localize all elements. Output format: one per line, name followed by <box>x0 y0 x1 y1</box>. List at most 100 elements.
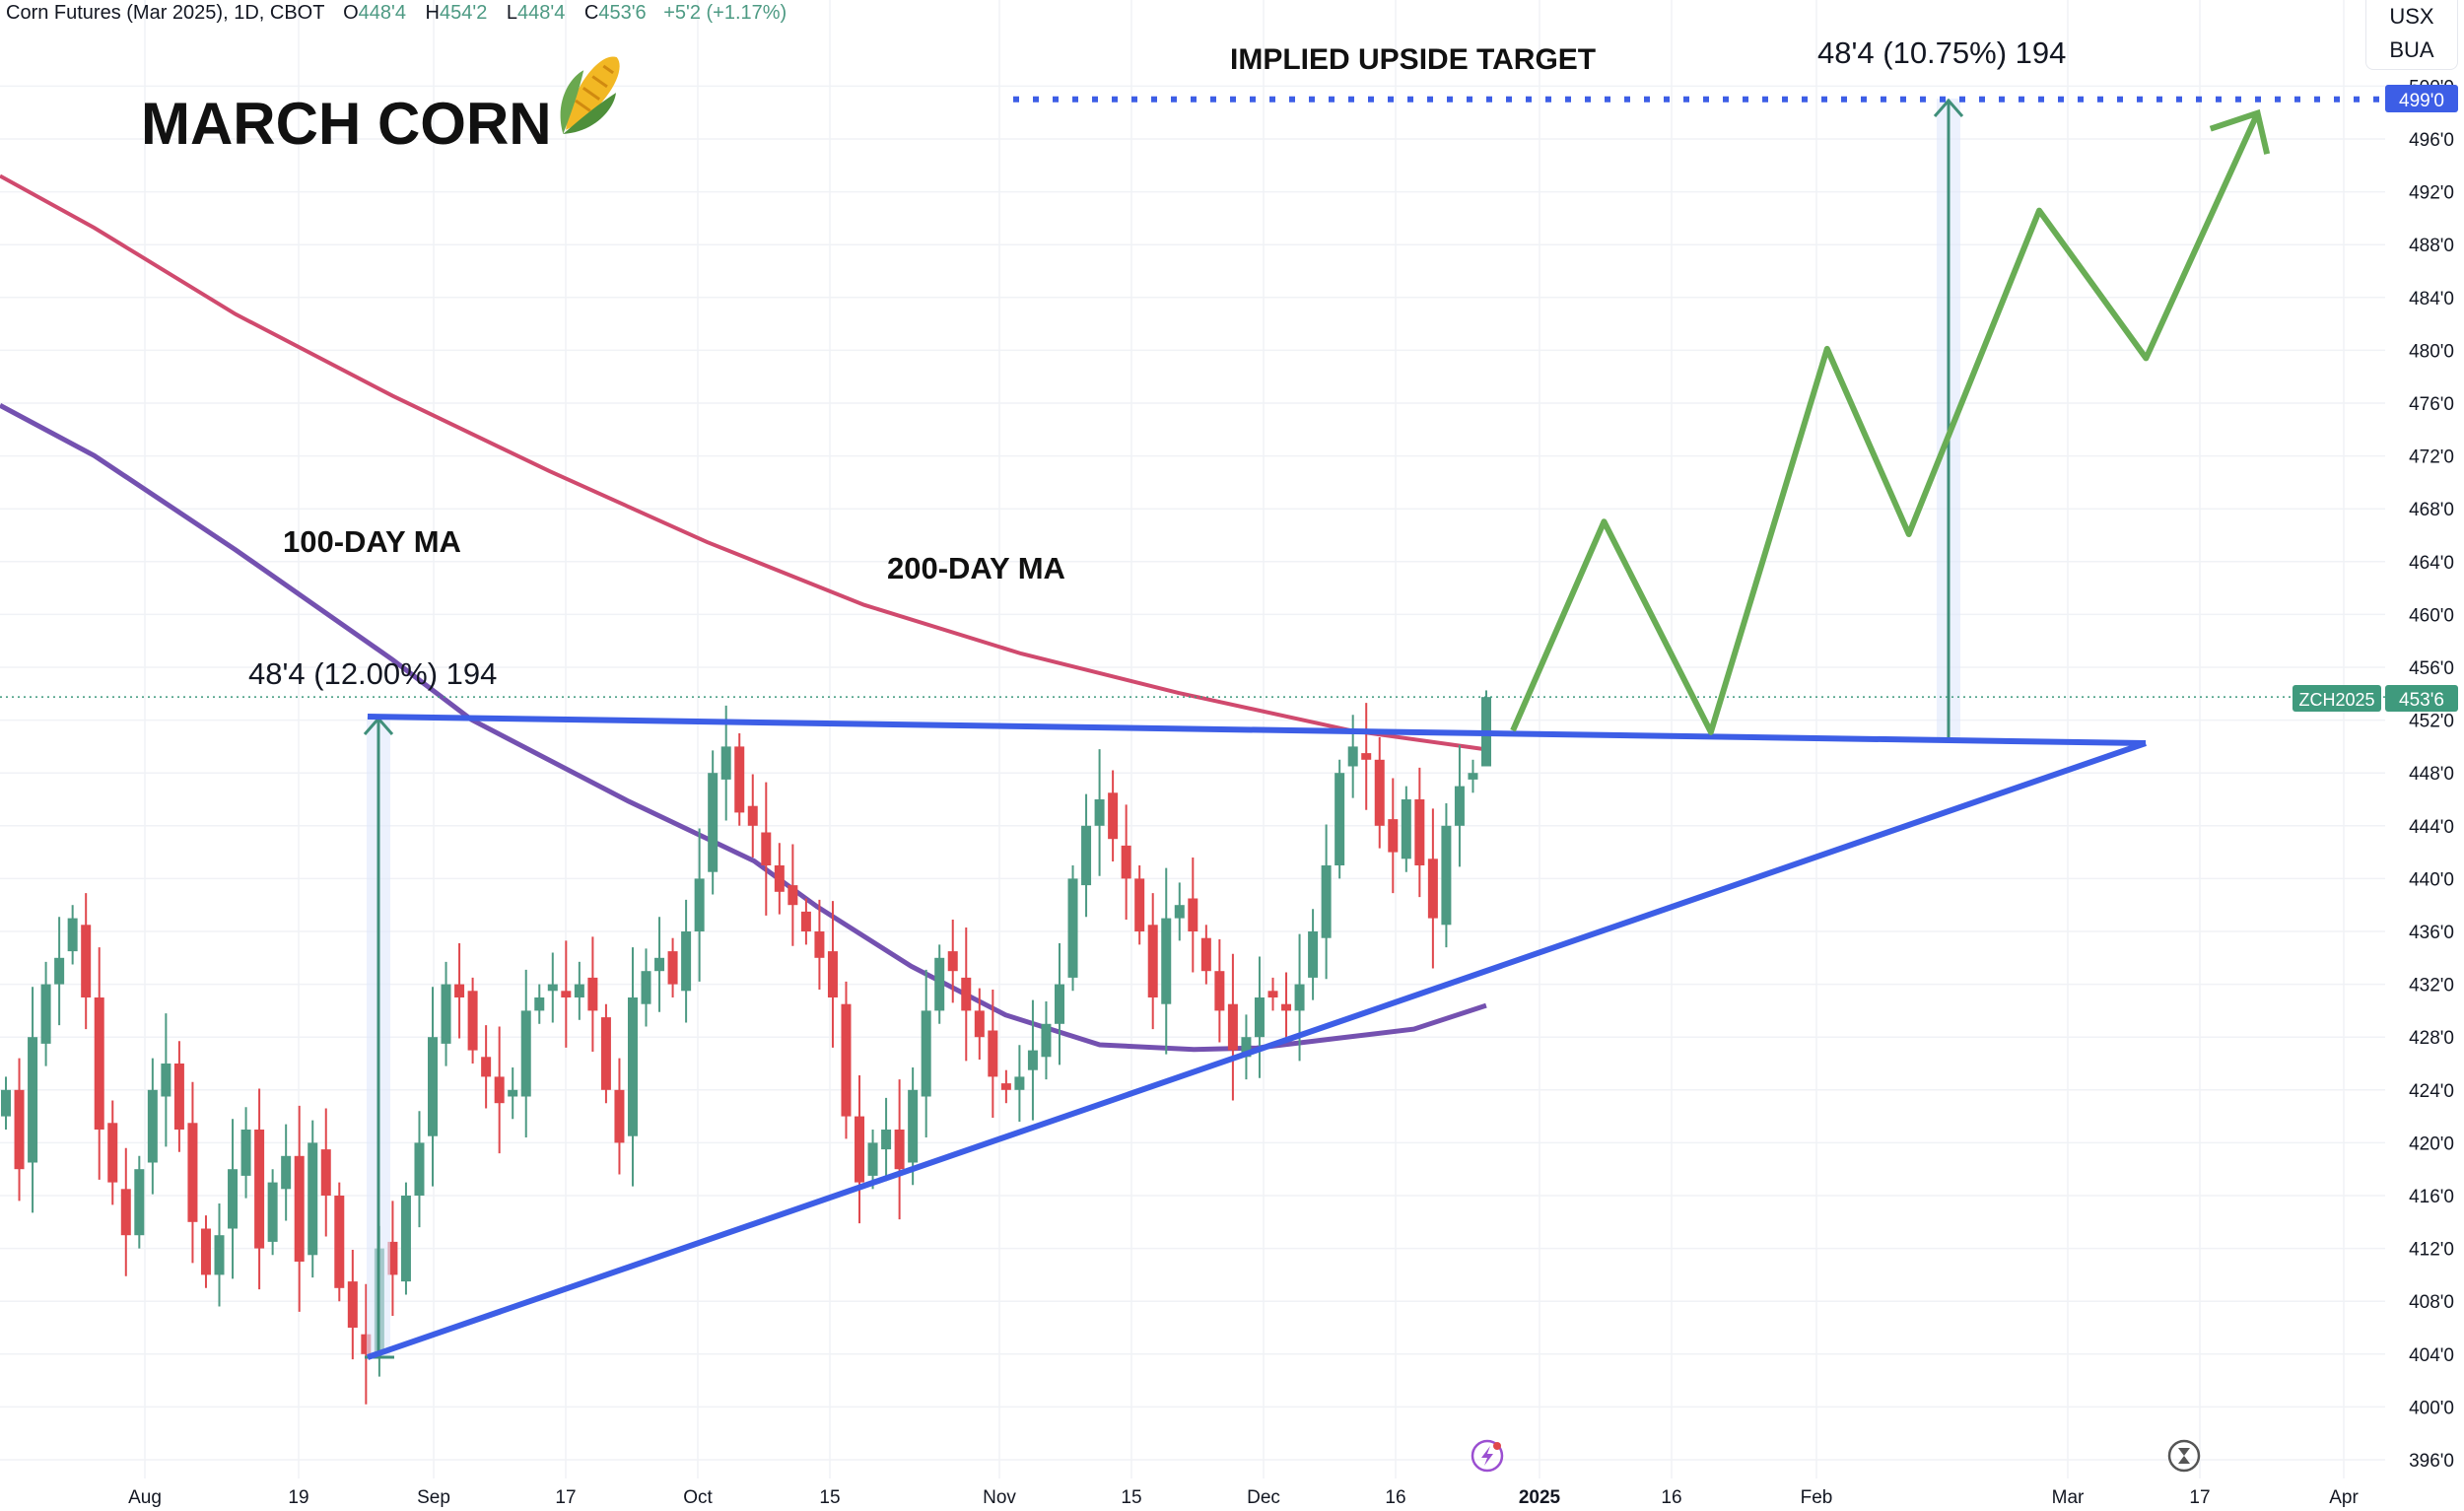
price-tick-label: 452'0 <box>2409 712 2454 732</box>
date-tick-label: 16 <box>1661 1487 1681 1508</box>
candle-body <box>1441 825 1452 926</box>
candle-body <box>894 1130 905 1170</box>
date-tick-label: 2025 <box>1519 1487 1561 1508</box>
candle-body <box>134 1169 145 1236</box>
candle-body <box>320 1149 331 1196</box>
base-measure-label: 48'4 (12.00%) 194 <box>248 656 497 691</box>
candle-body <box>961 977 972 1011</box>
candle-body <box>761 832 772 865</box>
ma200-label: 200-DAY MA <box>887 551 1065 585</box>
date-tick-label: 17 <box>555 1487 576 1508</box>
candle-body <box>254 1130 265 1249</box>
candle-body <box>720 746 731 780</box>
high-label: H <box>425 2 440 24</box>
candle-body <box>614 1089 625 1143</box>
price-tick-label: 408'0 <box>2409 1292 2454 1313</box>
candle-body <box>40 984 51 1044</box>
candle-body <box>867 1142 878 1176</box>
time-axis[interactable]: Aug 19 Sep 17 Oct 15 Nov 15 Dec 16 2025 16 Feb Mar 17 A… <box>128 1487 2359 1508</box>
candle-body <box>520 1010 531 1097</box>
candle-body <box>1401 799 1411 859</box>
candle-body <box>1200 937 1211 972</box>
candle-body <box>67 918 78 952</box>
price-tick-label: 460'0 <box>2409 605 2454 626</box>
price-tick-label: 492'0 <box>2409 183 2454 204</box>
candle-body <box>734 746 745 813</box>
price-tick-label: 440'0 <box>2409 869 2454 890</box>
replay-hourglass-icon[interactable] <box>2167 1439 2201 1473</box>
candle-body <box>414 1142 425 1196</box>
candle-body <box>1121 845 1131 879</box>
date-tick-label: Feb <box>1801 1487 1833 1508</box>
candle-body <box>600 1017 611 1090</box>
candle-body <box>508 1089 518 1097</box>
ma100-line <box>0 403 1487 1053</box>
candle-body <box>534 997 545 1011</box>
symbol-title[interactable]: Corn Futures (Mar 2025), 1D, CBOT <box>6 2 325 24</box>
candle-body <box>334 1196 345 1288</box>
date-tick-label: Sep <box>417 1487 450 1508</box>
candle-body <box>1214 971 1225 1011</box>
date-tick-label: Apr <box>2329 1487 2359 1508</box>
implied-target-label: IMPLIED UPSIDE TARGET <box>1230 43 1596 76</box>
resistance-trendline <box>367 714 2147 746</box>
ma100-label: 100-DAY MA <box>283 524 461 559</box>
projection-path <box>1510 111 2261 735</box>
candle-body <box>54 957 65 985</box>
candle-body <box>214 1235 225 1275</box>
price-axis[interactable]: 500'0496'0492'0488'0484'0480'0476'0472'0… <box>2409 77 2454 1472</box>
candle-body <box>1227 1003 1238 1051</box>
price-tick-label: 448'0 <box>2409 764 2454 785</box>
candle-body <box>481 1057 492 1077</box>
candle-body <box>1147 925 1158 997</box>
date-tick-label: 17 <box>2189 1487 2210 1508</box>
ma200-path <box>0 173 1487 752</box>
unit-currency: USX <box>2389 4 2434 29</box>
candle-body <box>800 911 811 931</box>
candle-body <box>774 865 785 892</box>
high-value: 454'2 <box>440 2 488 24</box>
candle-body <box>934 957 945 1011</box>
date-tick-label: 15 <box>819 1487 840 1508</box>
support-trendline <box>367 740 2147 1360</box>
candle-body <box>1027 1050 1038 1070</box>
candle-body <box>441 984 451 1044</box>
date-tick-label: 19 <box>288 1487 308 1508</box>
candle-body <box>988 1030 998 1077</box>
candle-body <box>1374 759 1385 826</box>
candle-body <box>1294 984 1305 1011</box>
candle-body <box>428 1037 439 1136</box>
target-measure-label: 48'4 (10.75%) 194 <box>1817 35 2066 70</box>
open-label: O <box>343 2 359 24</box>
price-tick-label: 476'0 <box>2409 394 2454 415</box>
price-tick-label: 468'0 <box>2409 500 2454 520</box>
price-tick-label: 436'0 <box>2409 923 2454 943</box>
svg-text:ZCH2025: ZCH2025 <box>2298 690 2374 710</box>
candle-body <box>267 1182 278 1242</box>
unit-box[interactable]: USX BUA <box>2365 0 2458 70</box>
date-tick-label: 16 <box>1385 1487 1405 1508</box>
candle-body <box>974 1010 985 1038</box>
candle-body <box>1454 786 1465 826</box>
lightning-icon[interactable] <box>1471 1439 1504 1473</box>
candle-body <box>1427 859 1438 919</box>
price-tick-label: 428'0 <box>2409 1028 2454 1049</box>
price-tick-label: 496'0 <box>2409 130 2454 151</box>
ma100-path <box>0 403 1487 1053</box>
candle-body <box>1081 825 1092 886</box>
candle-body <box>107 1123 118 1183</box>
candle-body <box>694 878 705 931</box>
chart-title: MARCH CORN <box>141 91 552 157</box>
candle-body <box>240 1130 251 1176</box>
candle-body <box>561 991 572 997</box>
candle-body <box>1108 792 1119 840</box>
candle-body <box>1414 799 1425 865</box>
candle-body <box>1000 1083 1011 1090</box>
candle-body <box>28 1037 38 1163</box>
price-tick-label: 464'0 <box>2409 553 2454 574</box>
candle-body <box>1254 997 1265 1038</box>
candle-body <box>387 1241 398 1275</box>
candle-body <box>1188 898 1198 931</box>
candle-body <box>681 931 692 992</box>
